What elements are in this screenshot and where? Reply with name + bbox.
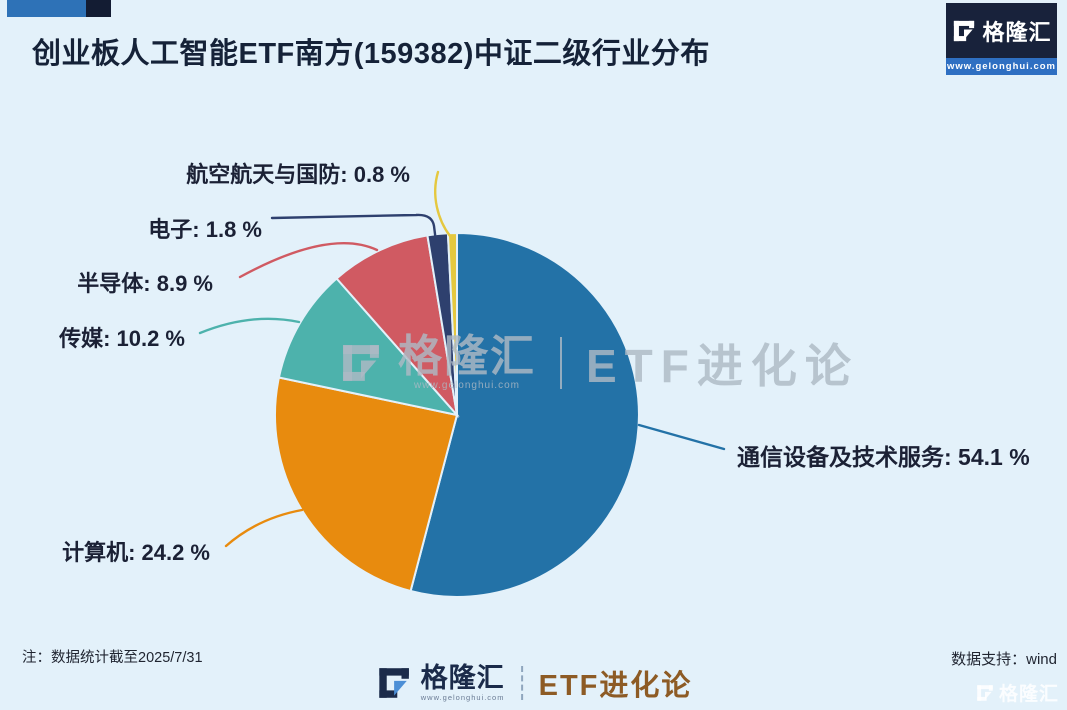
pie-slice-semiconductor: [335, 234, 459, 419]
footer-brand-name: 格隆汇: [420, 662, 505, 693]
slice-label-semiconductor: 半导体: 8.9 %: [77, 271, 213, 296]
leader-line-media: [198, 317, 301, 335]
footer-divider: [520, 666, 523, 700]
slice-label-electronics: 电子: 1.8 %: [148, 217, 262, 242]
footer-g-icon: [375, 664, 413, 702]
footer-brand-text: 格隆汇 www.gelonghui.com: [420, 662, 505, 702]
gelonghui-logo-top: 格隆汇: [946, 3, 1057, 58]
gelonghui-logo-badge: 格隆汇 www.gelonghui.com: [946, 3, 1057, 75]
leader-line-telecom: [637, 423, 726, 451]
page-title: 创业板人工智能ETF南方(159382)中证二级行业分布: [32, 38, 710, 70]
slice-label-aerospace-defense: 航空航天与国防: 0.8 %: [186, 162, 410, 187]
decorative-bar-navy: [86, 0, 111, 17]
leader-line-electronics: [270, 213, 438, 244]
slice-label-computer: 计算机: 24.2 %: [62, 540, 210, 565]
brand-url: www.gelonghui.com: [946, 58, 1057, 75]
decorative-bar-blue: [7, 0, 86, 17]
leader-line-aerospace-defense: [434, 170, 452, 238]
leader-line-semiconductor: [238, 241, 379, 279]
slice-label-media: 传媒: 10.2 %: [59, 326, 185, 351]
slice-label-telecom: 通信设备及技术服务: 54.1 %: [737, 444, 1030, 470]
footer-product-name: ETF进化论: [538, 670, 693, 702]
data-support-note: 数据支持：wind: [951, 651, 1057, 668]
footer-brand-url: www.gelonghui.com: [420, 692, 505, 702]
data-cutoff-note: 注：数据统计截至2025/7/31: [22, 650, 203, 666]
leader-line-computer: [224, 508, 304, 548]
brand-name: 格隆汇: [982, 19, 1052, 45]
footer-brand-block: 格隆汇 www.gelonghui.com ETF进化论: [375, 662, 693, 704]
pie-slice-telecom: [409, 231, 640, 598]
